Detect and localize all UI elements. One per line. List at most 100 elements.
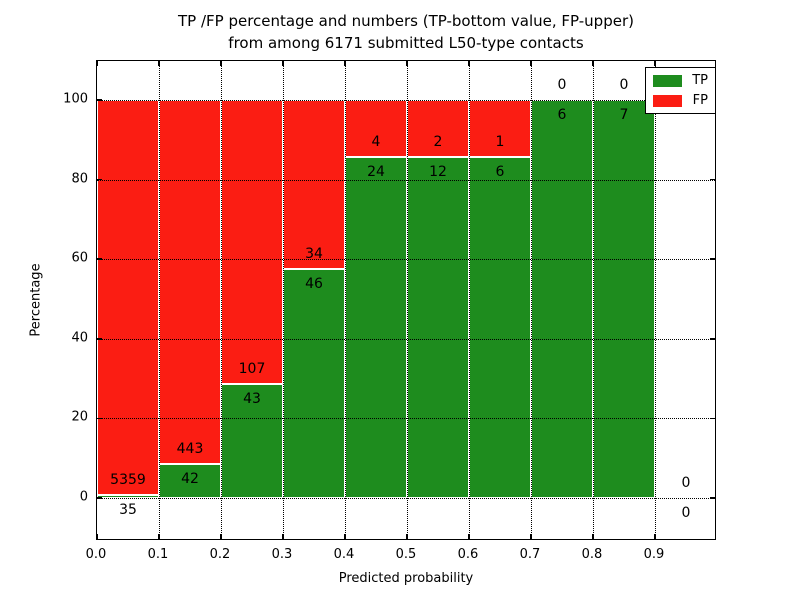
fp-count-label: 0 <box>619 77 629 93</box>
x-axis-tick <box>530 61 532 66</box>
tp-count-label: 0 <box>681 505 691 521</box>
x-axis-tick <box>468 61 470 66</box>
tp-bar <box>159 463 221 498</box>
gridline-v <box>283 61 284 539</box>
gridline-h <box>97 100 715 101</box>
tp-bar <box>593 100 655 498</box>
fp-count-label: 5359 <box>110 472 146 489</box>
gridline-v <box>655 61 656 539</box>
x-axis-tick <box>220 534 222 539</box>
chart-title-line-2: from among 6171 submitted L50-type conta… <box>228 34 584 52</box>
y-tick-label: 60 <box>71 250 88 266</box>
gridline-v <box>221 61 222 539</box>
x-axis-tick <box>592 534 594 539</box>
tp-bar <box>469 156 531 498</box>
y-axis-tick <box>97 417 102 420</box>
x-axis-tick <box>282 534 284 539</box>
tp-bar <box>283 269 345 498</box>
tp-count-label: 12 <box>429 163 447 180</box>
tp-count-label: 7 <box>619 107 629 123</box>
x-axis-tick <box>158 534 160 539</box>
x-axis-tick <box>344 534 346 539</box>
gridline-v <box>345 61 346 539</box>
tp-bar <box>407 156 469 498</box>
y-axis-tick <box>97 497 102 499</box>
fp-bar <box>283 100 345 270</box>
y-axis-tick <box>710 338 715 340</box>
tp-count-label: 46 <box>305 276 323 293</box>
legend-label-tp: TP <box>692 73 708 88</box>
tp-bar <box>97 495 159 498</box>
fp-count-label: 0 <box>681 475 691 491</box>
gridline-h <box>97 179 715 181</box>
fp-count-label: 2 <box>433 133 443 150</box>
x-tick-label: 0.7 <box>519 547 541 562</box>
gridline-v <box>593 61 594 539</box>
fp-bar <box>407 100 469 157</box>
legend-swatch-tp-icon <box>653 74 682 87</box>
tp-count-label: 35 <box>119 502 137 519</box>
gridline-v <box>159 61 160 539</box>
chart-title-line-1: TP /FP percentage and numbers (TP-bottom… <box>178 12 634 30</box>
fp-count-label: 1 <box>495 133 505 150</box>
x-tick-label: 0.8 <box>581 547 603 562</box>
x-axis-tick <box>344 61 346 66</box>
x-axis-tick <box>220 61 222 66</box>
x-axis-tick <box>592 61 594 66</box>
x-axis-tick <box>530 534 532 539</box>
x-axis-label: Predicted probability <box>338 571 474 586</box>
y-axis-tick <box>97 178 102 181</box>
gridline-h <box>97 498 715 499</box>
tp-bar <box>345 156 407 498</box>
tp-count-label: 43 <box>243 390 261 407</box>
fp-count-label: 0 <box>557 77 567 93</box>
y-axis-tick <box>710 497 715 499</box>
x-tick-label: 0.5 <box>395 547 417 562</box>
x-tick-label: 0.6 <box>457 547 479 562</box>
x-axis-tick <box>158 61 160 66</box>
fp-count-label: 443 <box>176 440 204 457</box>
fp-count-label: 4 <box>371 133 381 150</box>
legend-label-fp: FP <box>692 93 708 108</box>
x-tick-label: 0.1 <box>147 547 169 562</box>
y-tick-label: 0 <box>79 489 88 505</box>
gridline-v <box>407 61 408 539</box>
y-axis-tick <box>710 258 715 260</box>
x-tick-label: 0.0 <box>85 547 107 562</box>
y-axis-tick <box>97 258 102 260</box>
fp-bar <box>159 100 221 464</box>
y-axis-tick <box>710 417 715 420</box>
tp-count-label: 24 <box>367 163 385 180</box>
legend: TP FP <box>645 67 716 114</box>
x-axis-tick <box>406 61 408 66</box>
plot-area: 5359 35 443 42 107 43 34 46 4 24 2 12 1 6 0 6 0 7 0 0 <box>96 60 716 540</box>
tp-count-label: 6 <box>495 163 505 180</box>
gridline-v <box>469 61 470 539</box>
x-tick-label: 0.2 <box>209 547 231 562</box>
legend-entry-tp: TP <box>653 74 708 87</box>
chart-title: TP /FP percentage and numbers (TP-bottom… <box>96 10 716 54</box>
x-axis-tick <box>654 534 656 539</box>
x-axis-tick <box>96 534 98 539</box>
fp-count-label: 34 <box>305 246 323 263</box>
fp-bar <box>221 100 283 384</box>
x-tick-label: 0.4 <box>333 547 355 562</box>
x-tick-label: 0.9 <box>643 547 665 562</box>
tp-count-label: 6 <box>557 107 567 123</box>
x-axis-tick <box>96 61 98 66</box>
gridline-h <box>97 259 715 261</box>
y-tick-label: 40 <box>71 330 88 346</box>
x-axis-tick <box>406 534 408 539</box>
y-tick-label: 80 <box>71 171 88 187</box>
gridline-h <box>97 418 715 420</box>
gridline-v <box>531 61 532 539</box>
tp-count-label: 42 <box>181 470 199 487</box>
y-axis-tick <box>97 338 102 340</box>
y-axis-label: Percentage <box>28 263 44 337</box>
legend-entry-fp: FP <box>653 94 708 107</box>
x-axis-tick <box>468 534 470 539</box>
y-tick-label: 100 <box>63 91 88 107</box>
tp-bar <box>531 100 593 498</box>
y-tick-label: 20 <box>71 409 88 425</box>
